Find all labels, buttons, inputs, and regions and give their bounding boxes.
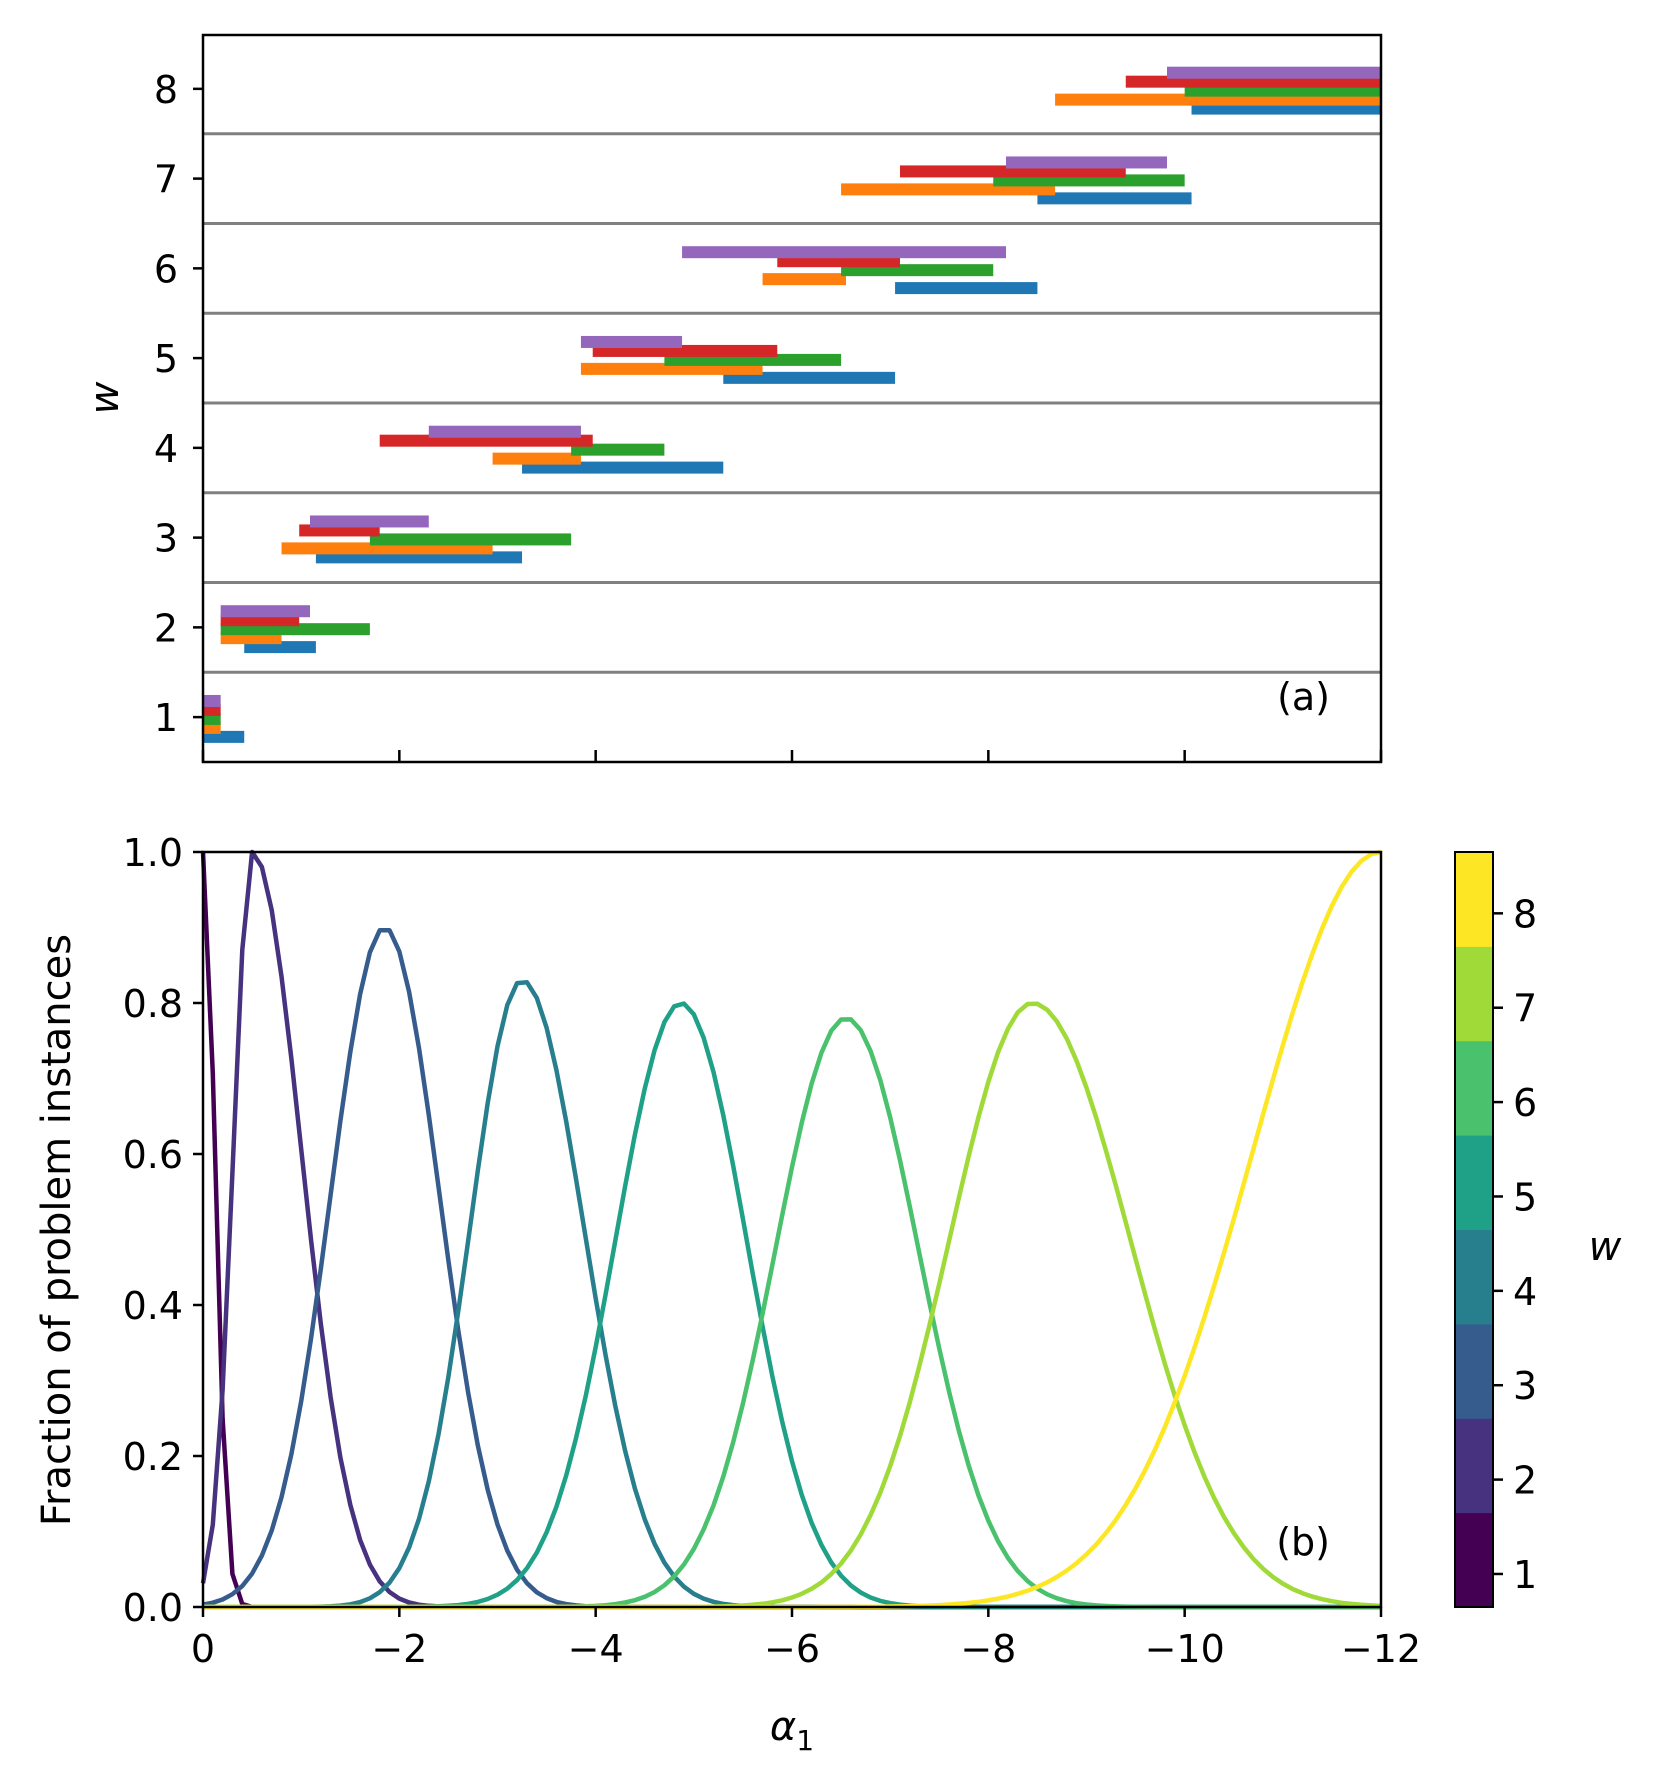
y-tick-label: 0.4	[123, 1284, 183, 1328]
colorbar-segment	[1455, 946, 1493, 1042]
range-bar	[220, 605, 311, 618]
colorbar-segment	[1455, 852, 1493, 947]
x-tick-label: −2	[371, 1627, 427, 1671]
panel-b-x-ticks: 0 −2 −4 −6 −8 −10 −12	[191, 1607, 1421, 1671]
range-bar	[310, 515, 429, 528]
panel-b-label: (b)	[1276, 1520, 1330, 1564]
x-tick-label: −12	[1341, 1627, 1421, 1671]
colorbar-tick-label: 7	[1513, 987, 1537, 1031]
range-bar	[580, 335, 683, 348]
panel-a-x-ticks	[201, 750, 1383, 762]
y-tick-label: 0.0	[123, 1586, 183, 1630]
x-tick-label: −10	[1145, 1627, 1225, 1671]
y-tick-label: 8	[154, 68, 178, 112]
y-tick-label: 0.2	[123, 1435, 183, 1479]
range-bar	[1166, 66, 1381, 79]
colorbar-tick-label: 4	[1513, 1270, 1537, 1314]
y-tick-label: 0.8	[123, 982, 183, 1026]
x-tick-label: −8	[960, 1627, 1016, 1671]
range-bar	[369, 533, 572, 546]
colorbar-tick-label: 3	[1513, 1364, 1537, 1408]
colorbar-label: w	[1589, 1224, 1622, 1270]
range-bar	[492, 452, 581, 465]
y-tick-label: 3	[154, 517, 178, 561]
colorbar-segment	[1455, 1135, 1493, 1230]
y-tick-label: 2	[154, 606, 178, 650]
colorbar-tick-label: 5	[1513, 1175, 1537, 1219]
x-tick-label: −4	[568, 1627, 624, 1671]
y-tick-label: 7	[154, 158, 178, 202]
panel-b: 0 −2 −4 −6 −8 −10 −12 0.00.20.40.60.81.0 α1 Fr…	[34, 831, 1622, 1757]
x-tick-label: −6	[764, 1627, 820, 1671]
y-tick-label: 0.6	[123, 1133, 183, 1177]
colorbar-tick-label: 1	[1513, 1553, 1537, 1597]
colorbar-tick-label: 2	[1513, 1459, 1537, 1503]
panel-a-y-axis-label: w	[82, 381, 128, 414]
colorbar-segment	[1455, 1418, 1493, 1514]
x-tick-label: 0	[191, 1627, 215, 1671]
x-axis-label-symbol: α	[770, 1704, 796, 1750]
colorbar-frame	[1454, 851, 1494, 1608]
y-tick-label: 4	[154, 427, 178, 471]
panel-a-label: (a)	[1277, 675, 1330, 719]
colorbar-tick-label: 8	[1513, 892, 1537, 936]
colorbar-segment	[1455, 1229, 1493, 1325]
range-bar	[895, 282, 1038, 295]
range-bar	[428, 425, 581, 438]
range-bar	[762, 273, 846, 286]
range-bar	[571, 443, 665, 456]
range-bar	[723, 371, 896, 384]
range-bar	[682, 246, 1007, 259]
panel-b-y-ticks: 0.0 0.2 0.4 0.6 0.8 1.0	[123, 831, 203, 1630]
colorbar-segment	[1455, 1512, 1493, 1608]
panel-a-y-ticks: 1 2 3 4 5 6 7 8	[154, 68, 203, 740]
panel-a: 1 2 3 4 5 6 7 8 w (a)	[82, 33, 1383, 764]
panel-b-x-axis-label: α1	[770, 1704, 814, 1757]
range-bar	[1037, 192, 1192, 205]
y-tick-label: 1.0	[123, 831, 183, 875]
range-bars	[203, 66, 1381, 743]
colorbar-segments	[1455, 852, 1493, 1608]
y-tick-label: 1	[154, 696, 178, 740]
panel-b-y-axis-label: Fraction of problem instances	[34, 934, 80, 1526]
y-tick-label: 5	[154, 337, 178, 381]
colorbar: 1 2 3 4 5 6 7 8 w	[1454, 851, 1622, 1608]
colorbar-segment	[1455, 1040, 1493, 1136]
range-bar	[203, 694, 221, 707]
colorbar-tick-label: 6	[1513, 1081, 1537, 1125]
range-bar	[1006, 156, 1167, 169]
x-axis-label-subscript: 1	[796, 1724, 814, 1757]
y-tick-label: 6	[154, 247, 178, 291]
colorbar-ticks: 1 2 3 4 5 6 7 8	[1493, 892, 1537, 1597]
band-separators	[203, 132, 1381, 674]
colorbar-segment	[1455, 1323, 1493, 1419]
